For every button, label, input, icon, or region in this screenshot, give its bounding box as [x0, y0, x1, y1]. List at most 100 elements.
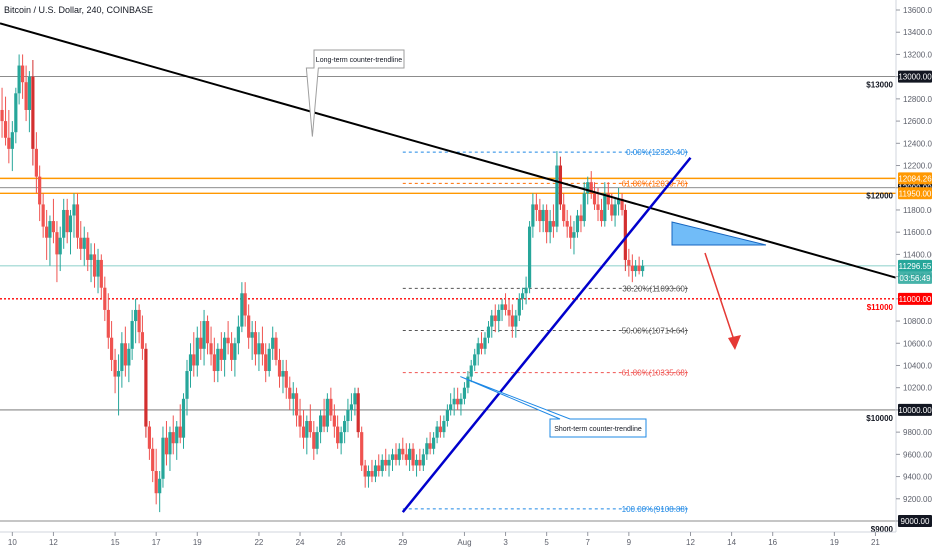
pennant-triangle[interactable]	[671, 221, 767, 246]
candle-body	[284, 371, 288, 388]
candle-body	[0, 109, 4, 122]
trendlines[interactable]	[0, 22, 897, 513]
candle-body	[582, 193, 586, 222]
x-tick-label: 16	[768, 538, 777, 547]
candle-body	[596, 204, 600, 210]
candle-body	[233, 343, 237, 360]
candle-body	[55, 232, 59, 255]
candle-body	[569, 226, 573, 238]
y-tick-label: 9600.00	[903, 450, 932, 459]
fib-level-label: 0.00%(12320.40)	[626, 148, 688, 157]
candle-body	[230, 343, 234, 360]
candle-body	[14, 93, 18, 133]
candle-body	[538, 209, 542, 222]
x-tick-label: Aug	[457, 538, 471, 547]
annotations[interactable]: Long-term counter-trendline Short-term co…	[305, 49, 647, 438]
level-label: $11000	[867, 303, 894, 312]
short-term-trendline[interactable]	[401, 156, 692, 513]
candle-body	[219, 348, 223, 360]
long-term-callout-text: Long-term counter-trendline	[316, 57, 402, 64]
candle-body	[75, 204, 80, 238]
level-label: $10000	[866, 414, 893, 423]
candle-body	[497, 309, 501, 322]
x-tick-label: 22	[254, 538, 263, 547]
candle-body	[520, 293, 525, 299]
projection-drawings[interactable]	[671, 221, 767, 350]
y-tick-label: 9800.00	[903, 428, 932, 437]
candle-body	[236, 326, 240, 344]
candle-body	[449, 404, 453, 410]
projection-arrow-head-icon	[728, 335, 741, 350]
candle-body	[527, 226, 532, 288]
candle-body	[281, 371, 285, 377]
candle-body	[134, 309, 138, 322]
candle-body	[551, 221, 556, 227]
candle-body	[486, 326, 491, 338]
candle-body	[106, 309, 110, 338]
y-tick-label: 13400.00	[903, 28, 932, 37]
candle-body	[103, 287, 107, 310]
candle-body	[503, 304, 508, 310]
candle-body	[565, 221, 569, 227]
candle-body	[380, 459, 384, 472]
x-tick-label: 12	[49, 538, 58, 547]
level-price-badge-text: 9000.00	[901, 517, 930, 526]
candle-body	[634, 265, 638, 272]
y-tick-label: 13600.00	[903, 6, 932, 15]
candle-body	[226, 337, 230, 344]
short-term-callout-box[interactable]	[460, 376, 647, 438]
candle-body	[318, 415, 323, 433]
candle-body	[247, 315, 251, 338]
candle-body	[332, 415, 336, 427]
current-price-badge	[898, 259, 932, 272]
candle-body	[579, 215, 583, 222]
candle-body	[188, 354, 193, 372]
y-tick-label: 9200.00	[903, 495, 932, 504]
short-term-callout-text: Short-term counter-trendline	[554, 426, 642, 433]
candle-body	[250, 332, 254, 338]
projection-arrow-shaft[interactable]	[704, 252, 736, 344]
candle-body	[27, 76, 31, 110]
y-tick-label: 12400.00	[903, 139, 932, 148]
candle-body	[407, 448, 412, 460]
candle-body	[325, 398, 329, 427]
candle-body	[507, 309, 511, 316]
price-badges: 13000.0012000.0011000.0010000.009000.001…	[898, 70, 932, 527]
chart-title: Bitcoin / U.S. Dollar, 240, COINBASE	[4, 5, 153, 15]
candle-body	[68, 215, 73, 233]
candle-body	[510, 315, 514, 327]
x-tick-label: 17	[152, 538, 161, 547]
level-price-badge	[898, 403, 932, 416]
candle-body	[48, 221, 52, 238]
long-term-callout-box[interactable]	[305, 49, 405, 137]
candle-body	[89, 254, 93, 260]
candle-body	[120, 343, 124, 372]
candle-body	[38, 176, 42, 205]
fib-level-label: 50.00%(10714.64)	[622, 327, 688, 336]
candle-body	[401, 448, 405, 455]
x-tick-label: 21	[871, 538, 880, 547]
candle-body	[366, 471, 371, 477]
candle-body	[438, 426, 442, 433]
countdown-badge-text: 03:56:49	[899, 274, 931, 283]
candle-body	[370, 471, 374, 477]
long-term-trendline[interactable]	[0, 22, 897, 279]
candle-body	[548, 221, 552, 233]
candle-body	[500, 304, 504, 310]
candle-body	[240, 293, 244, 327]
candle-body	[353, 393, 357, 405]
candle-body	[243, 293, 247, 316]
candle-body	[414, 459, 419, 466]
candle-body	[469, 365, 473, 377]
candle-body	[253, 332, 258, 355]
candle-body	[181, 398, 186, 438]
candle-body	[79, 237, 83, 249]
fibonacci-retracement[interactable]: 0.00%(12320.40) 61.80%(12039.76) 38.20%(11…	[402, 148, 691, 514]
candle-body	[24, 82, 28, 110]
candle-body	[641, 265, 645, 272]
x-tick-label: 7	[586, 538, 591, 547]
candle-body	[397, 448, 401, 460]
candle-body	[524, 287, 528, 294]
candle-body	[96, 259, 100, 277]
